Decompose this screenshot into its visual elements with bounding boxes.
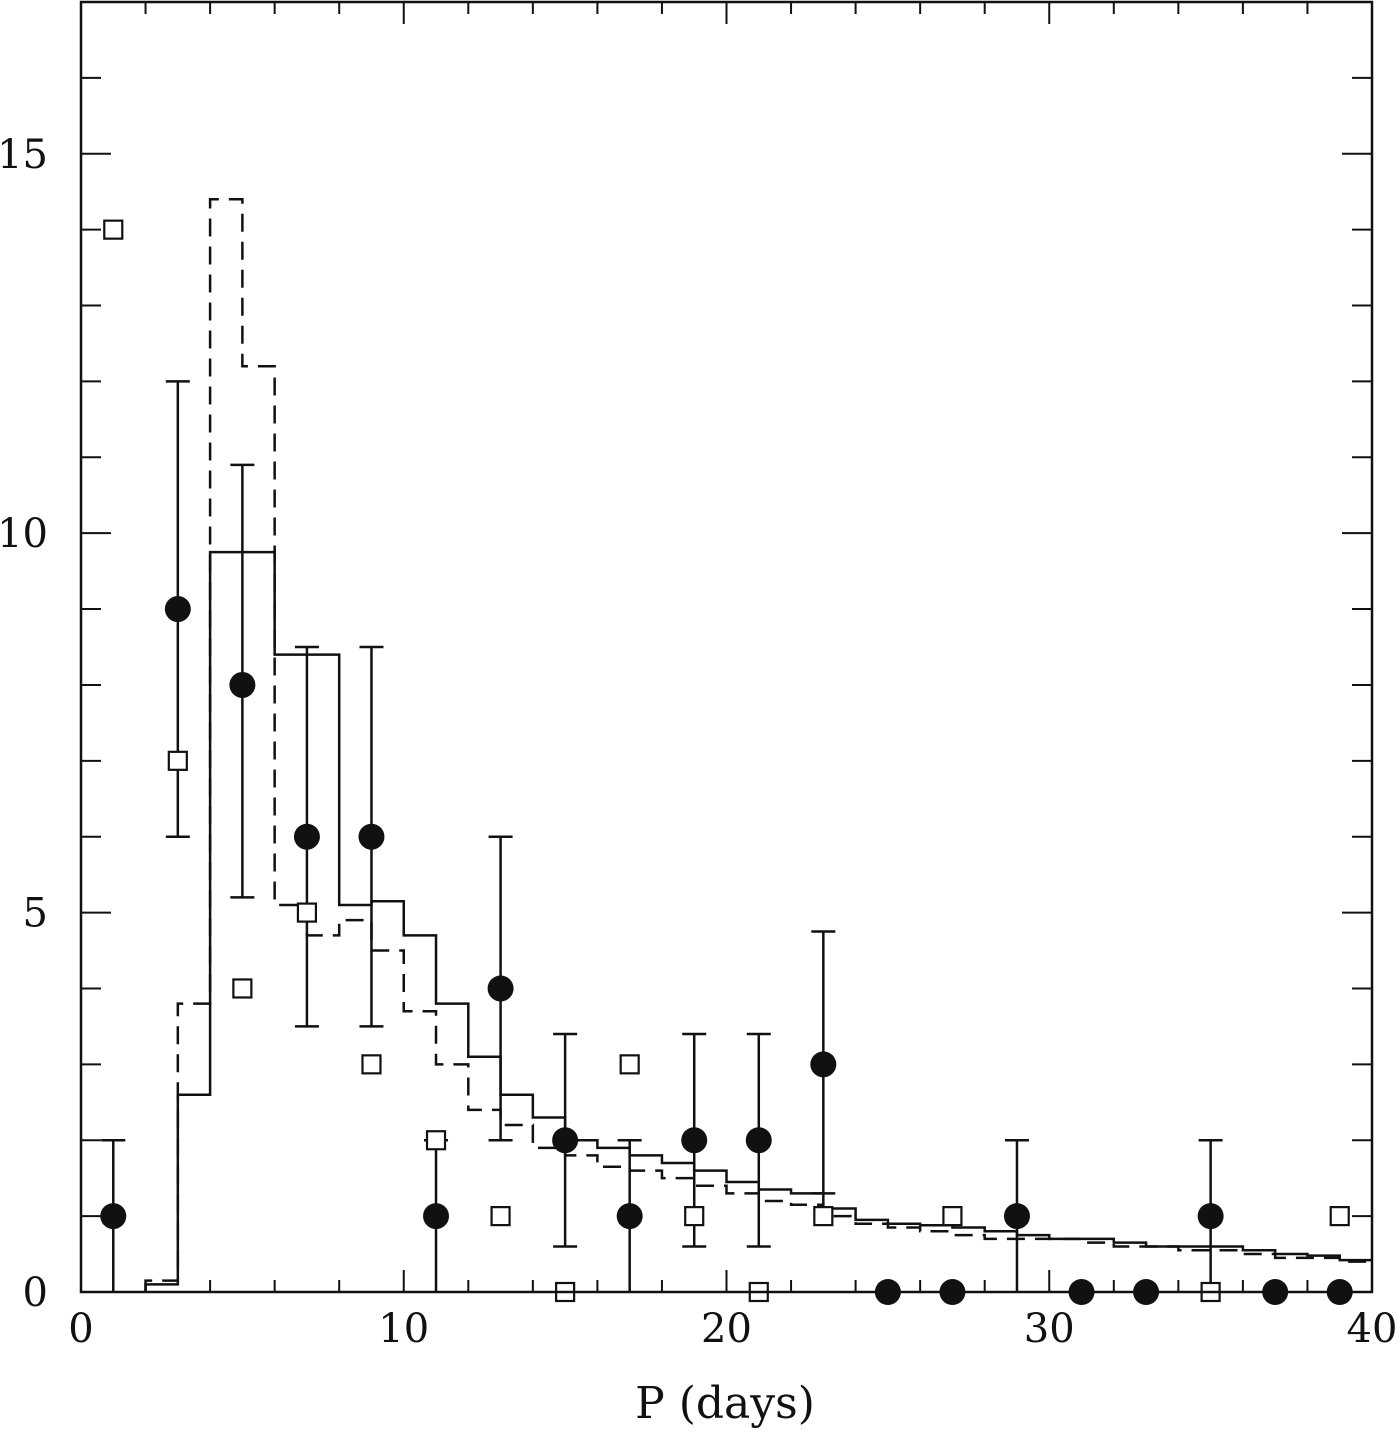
filled-point	[358, 823, 385, 850]
open-square-point	[1329, 1206, 1350, 1227]
x-tick-labels: 0 10 20 30 40	[68, 1306, 1397, 1352]
filled-point	[552, 1127, 579, 1154]
open-square-point	[167, 750, 188, 771]
open-square-point	[425, 1130, 447, 1151]
dashed-histogram-line	[144, 198, 1372, 1292]
open-square-points	[103, 219, 1350, 1303]
y-tick-label: 15	[0, 132, 48, 178]
filled-point	[810, 1051, 837, 1078]
x-tick-label: 40	[1347, 1306, 1398, 1352]
open-square-point	[232, 978, 253, 999]
x-axis-title: P (days)	[635, 1378, 815, 1429]
filled-point	[164, 596, 191, 623]
open-square-point	[361, 1054, 382, 1075]
open-square-point	[490, 1206, 511, 1227]
filled-point	[100, 1203, 127, 1230]
x-tick-label: 0	[68, 1306, 93, 1352]
filled-point	[745, 1127, 772, 1154]
open-square-point	[942, 1206, 963, 1227]
filled-point	[487, 975, 514, 1002]
filled-circle-points	[100, 596, 1353, 1305]
open-square-point	[296, 902, 318, 923]
filled-point	[1003, 1203, 1030, 1230]
y-tick-label: 10	[0, 511, 48, 557]
x-tick-label: 30	[1024, 1306, 1075, 1352]
axis-ticks	[80, 1, 1373, 1293]
filled-point	[423, 1203, 450, 1230]
filled-point	[293, 823, 320, 850]
dashed-histogram	[144, 198, 1372, 1292]
open-square-point	[813, 1206, 834, 1227]
y-tick-label: 0	[23, 1270, 48, 1316]
open-square-point	[684, 1206, 705, 1227]
filled-point	[681, 1127, 708, 1154]
open-square-point	[103, 219, 124, 240]
y-tick-labels: 0 5 10 15	[0, 132, 48, 1316]
filled-point	[229, 671, 256, 698]
x-tick-label: 10	[378, 1306, 429, 1352]
filled-point	[616, 1203, 643, 1230]
open-square-point	[619, 1054, 640, 1075]
plot-frame	[79, 0, 1374, 1294]
x-tick-label: 20	[701, 1306, 752, 1352]
filled-point	[1197, 1203, 1224, 1230]
y-tick-label: 5	[23, 891, 48, 937]
